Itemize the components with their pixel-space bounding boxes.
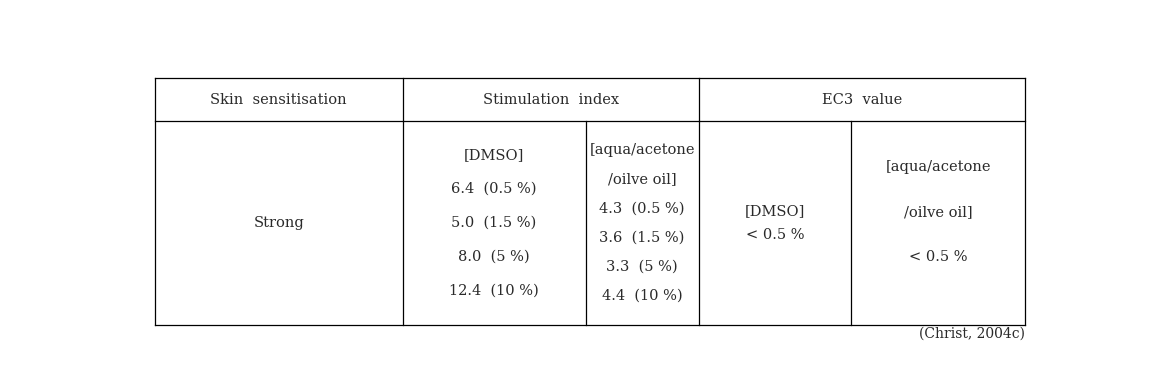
Text: /oilve oil]: /oilve oil]: [904, 205, 973, 219]
Text: 3.3  (5 %): 3.3 (5 %): [607, 259, 678, 273]
Text: < 0.5 %: < 0.5 %: [746, 228, 805, 242]
Text: [aqua/acetone: [aqua/acetone: [589, 144, 695, 158]
Text: 12.4  (10 %): 12.4 (10 %): [449, 284, 539, 298]
Text: [DMSO]: [DMSO]: [464, 148, 525, 162]
Text: (Christ, 2004c): (Christ, 2004c): [920, 327, 1026, 341]
Text: Strong: Strong: [253, 216, 304, 230]
Text: /oilve oil]: /oilve oil]: [608, 172, 677, 186]
Text: 6.4  (0.5 %): 6.4 (0.5 %): [451, 182, 536, 196]
Text: EC3  value: EC3 value: [822, 93, 902, 107]
Text: 4.4  (10 %): 4.4 (10 %): [602, 289, 683, 303]
Text: < 0.5 %: < 0.5 %: [909, 250, 967, 264]
Text: Stimulation  index: Stimulation index: [482, 93, 619, 107]
Text: [DMSO]: [DMSO]: [745, 204, 805, 218]
Text: 8.0  (5 %): 8.0 (5 %): [458, 250, 529, 264]
Text: 5.0  (1.5 %): 5.0 (1.5 %): [451, 216, 536, 230]
Text: Skin  sensitisation: Skin sensitisation: [211, 93, 346, 107]
Text: 3.6  (1.5 %): 3.6 (1.5 %): [600, 230, 685, 245]
Text: 4.3  (0.5 %): 4.3 (0.5 %): [600, 202, 685, 216]
Text: [aqua/acetone: [aqua/acetone: [885, 160, 991, 174]
